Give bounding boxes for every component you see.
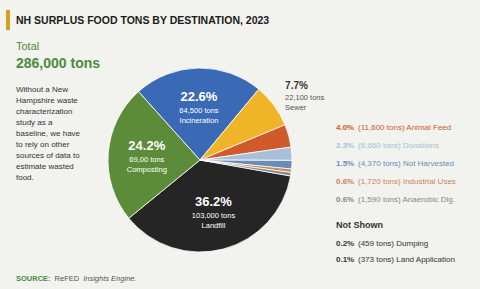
slice-value-label: 24.2% [128, 138, 165, 153]
description: food. [16, 173, 34, 182]
slice-value-label: 36.2% [195, 194, 232, 209]
not-shown-value-label: 0.2% [336, 239, 354, 248]
list-category-label: (4,370 tons) Not Harvested [358, 159, 454, 168]
description: sources of data to [16, 151, 80, 160]
slice-category-label: Incineration [180, 116, 219, 125]
slice-category-label: Sewer [285, 103, 307, 112]
not-shown-text: (459 tons) Dumping [358, 239, 428, 248]
slice-value-label: 22.6% [181, 89, 218, 104]
list-category-label: (11,600 tons) Animal Feed [358, 123, 451, 132]
slice-category-label: Composting [127, 165, 167, 174]
chart: NH SURPLUS FOOD TONS BY DESTINATION, 202… [0, 0, 480, 289]
slice-value-label: 7.7% [285, 80, 308, 91]
description: study as a [16, 118, 53, 127]
list-category-label: (1,720 tons) Industrial Uses [358, 177, 456, 186]
pie-slice [200, 160, 291, 176]
title: NH SURPLUS FOOD TONS BY DESTINATION, 202… [16, 14, 269, 26]
list-value-label: 4.0% [336, 123, 354, 132]
total-value: 286,000 tons [16, 55, 100, 71]
description: Without a New [16, 85, 68, 94]
not-shown-text: (373 tons) Land Application [358, 255, 455, 264]
slice-tons-label: 103,000 tons [192, 211, 236, 220]
description: baseline, we have [16, 129, 81, 138]
list-category-label: (1,590 tons) Anaerobic Dig. [358, 195, 455, 204]
pie-slice [200, 125, 291, 160]
slice-tons-label: 64,500 tons [179, 106, 218, 115]
source: SOURCE: ReFEDInsights Engine. [16, 274, 137, 283]
not-shown-value-label: 0.1% [336, 255, 354, 264]
list-value-label: 1.5% [336, 159, 354, 168]
list-value-label: 0.6% [336, 177, 354, 186]
description: estimate wasted [16, 162, 74, 171]
slice-category-label: Landfill [202, 221, 226, 230]
description: characterization [16, 107, 72, 116]
source-part: SOURCE: [16, 274, 51, 283]
source-part: ReFED [55, 274, 80, 283]
slice-list: 4.0% (11,600 tons) Animal Feed 2.3% (6,660 … [336, 123, 456, 204]
slice-tons-label: 22,100 tons [285, 93, 324, 102]
pie-labels: 36.2% 103,000 tonsLandfill 24.2% 69,00 tons… [127, 80, 325, 229]
pie [108, 68, 292, 252]
list-value-label: 0.6% [336, 195, 354, 204]
source-part: Insights Engine. [83, 274, 136, 283]
title-bar [6, 10, 10, 30]
total-label: Total [16, 40, 39, 52]
pie-slice [200, 147, 292, 160]
description: Hampshire waste [16, 96, 78, 105]
list-value-label: 2.3% [336, 141, 354, 150]
slice-tons-label: 69,00 tons [129, 155, 164, 164]
not-shown-title: Not Shown [336, 220, 383, 230]
list-category-label: (6,660 tons) Donations [358, 141, 439, 150]
description: to rely on other [16, 140, 70, 149]
